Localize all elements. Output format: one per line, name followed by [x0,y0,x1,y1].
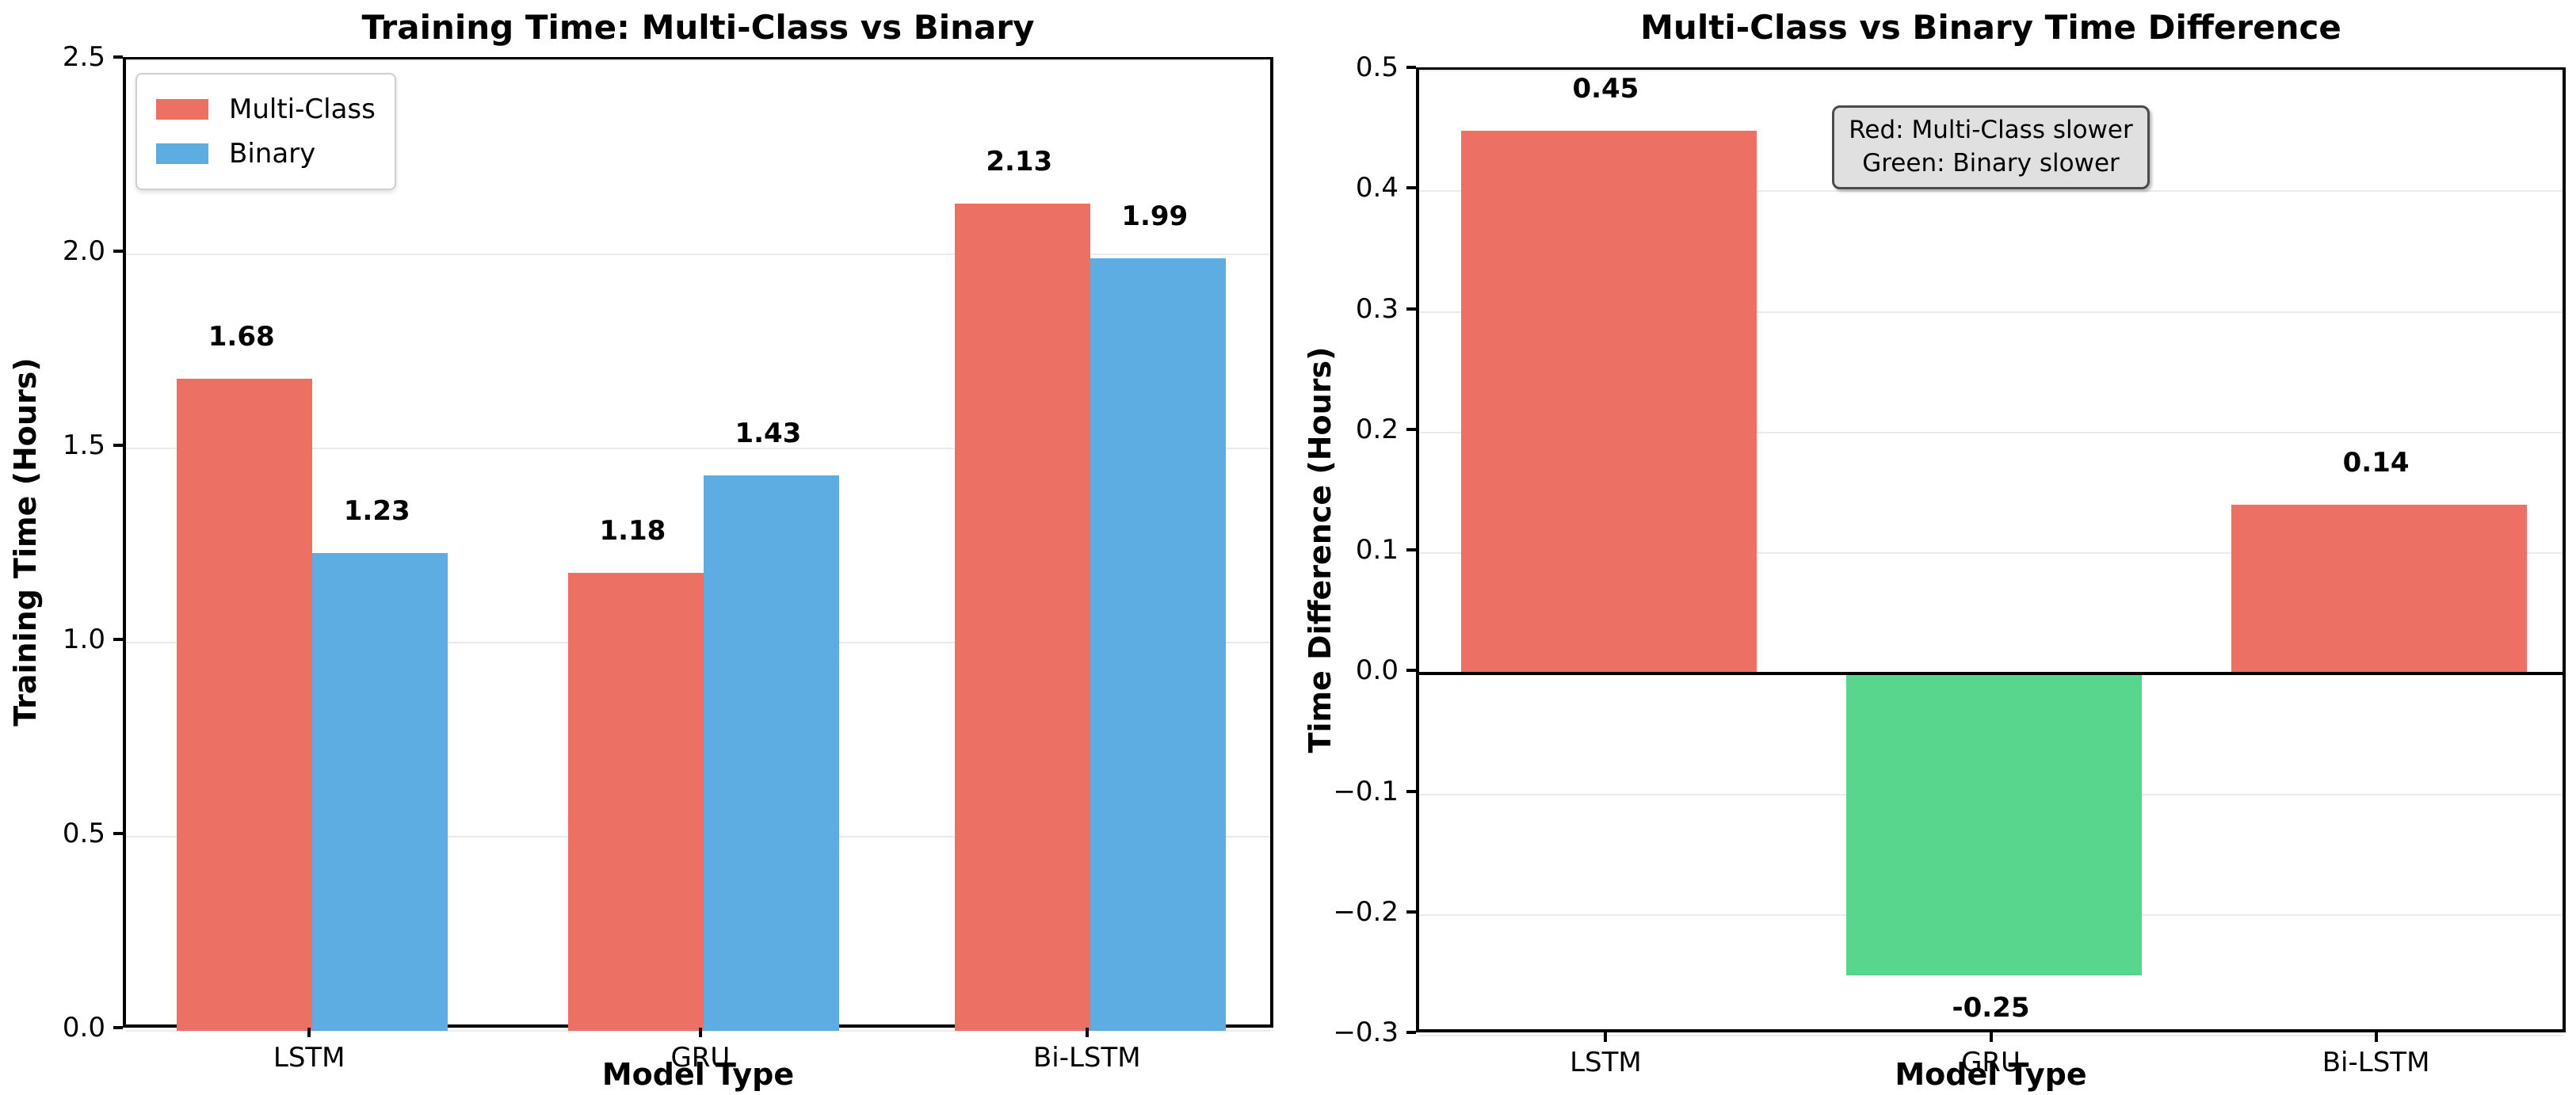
x-tick-label: LSTM [1570,1047,1642,1078]
gridline [126,59,1270,61]
y-tick-label: 0.4 [1355,172,1399,204]
y-tick-mark [113,55,123,59]
y-tick-label: 0.1 [1355,534,1399,566]
legend-row: Binary [156,132,376,176]
y-tick-label: −0.1 [1333,775,1399,807]
bar-value-label: -0.25 [1952,991,2030,1024]
y-tick-mark [113,832,123,835]
y-tick-mark [1406,1031,1416,1034]
legend-row: Multi-Class [156,87,376,132]
y-tick-label: 0.5 [62,818,105,849]
zero-line [1419,672,2563,676]
chart-title: Training Time: Multi-Class vs Binary [361,8,1035,47]
bar [1846,673,2142,975]
x-tick-mark [2374,1032,2378,1042]
bar [1460,131,1757,674]
y-tick-mark [1406,669,1416,673]
bar [312,553,448,1031]
bar-value-label: 2.13 [986,146,1053,178]
y-tick-label: −0.2 [1333,895,1399,928]
bar [567,572,704,1031]
gridline [1419,190,2563,193]
chart-title: Multi-Class vs Binary Time Difference [1640,8,2341,47]
y-tick-mark [1406,789,1416,793]
x-tick-mark [1085,1028,1089,1037]
y-tick-label: 0.0 [62,1012,105,1043]
annotation-line: Red: Multi-Class slower [1849,116,2133,144]
annotation-box: Red: Multi-Class slower Green: Binary sl… [1832,105,2150,189]
gridline [126,1030,1270,1032]
x-tick-mark [1989,1032,1993,1042]
y-tick-mark [113,250,123,253]
bar-value-label: 0.45 [1572,73,1639,105]
y-tick-mark [1406,427,1416,431]
plot-area [1416,67,2566,1036]
y-tick-label: 1.5 [62,429,105,461]
y-tick-mark [1406,66,1416,69]
bar-value-label: 1.68 [208,320,275,353]
gridline [126,254,1270,255]
annotation-line: Green: Binary slower [1862,148,2120,177]
x-axis-label: Model Type [601,1057,795,1092]
x-tick-label: GRU [1961,1047,2021,1078]
bar-value-label: 1.23 [343,495,410,528]
y-tick-label: 1.0 [62,624,105,655]
legend: Multi-Class Binary [135,73,396,190]
y-tick-mark [1406,186,1416,190]
gridline [126,448,1270,449]
bar-value-label: 0.14 [2342,447,2410,479]
y-tick-label: 0.5 [1355,52,1399,83]
x-tick-mark [307,1028,311,1037]
y-tick-mark [1406,910,1416,914]
annotation-wrapper: Red: Multi-Class slower Green: Binary sl… [1416,105,2566,189]
bar-value-label: 1.43 [735,418,802,450]
x-tick-label: LSTM [273,1042,345,1074]
y-tick-mark [113,638,123,641]
bar [954,204,1090,1031]
x-tick-label: Bi-LSTM [1032,1042,1141,1074]
y-tick-label: 0.3 [1355,292,1399,325]
y-tick-mark [113,444,123,447]
gridline [1419,70,2563,71]
x-axis-label: Model Type [1895,1057,2087,1092]
x-tick-label: GRU [670,1042,731,1074]
y-tick-label: −0.3 [1333,1017,1399,1048]
y-axis-label: Training Time (Hours) [8,357,43,727]
plot-area [123,57,1273,1032]
y-tick-label: 0.2 [1355,413,1399,445]
x-tick-label: Bi-LSTM [2322,1047,2430,1078]
x-tick-mark [698,1028,702,1037]
bar [1090,258,1226,1031]
y-tick-label: 0.0 [1355,654,1399,687]
bar [177,378,313,1031]
x-tick-mark [1604,1032,1608,1042]
bar-value-label: 1.99 [1121,200,1189,232]
y-tick-mark [113,1026,123,1029]
legend-label: Binary [229,138,316,170]
gridline [1419,311,2563,313]
bar [703,475,839,1031]
gridline [1419,431,2563,433]
bar-value-label: 1.18 [599,514,666,547]
legend-swatch [156,143,208,164]
y-tick-label: 2.5 [62,41,105,73]
legend-label: Multi-Class [229,93,376,125]
gridline [1419,552,2563,554]
bar [2231,505,2528,674]
y-tick-mark [1406,548,1416,551]
legend-swatch [156,99,208,120]
y-tick-label: 2.0 [62,235,105,267]
y-tick-mark [1406,307,1416,311]
